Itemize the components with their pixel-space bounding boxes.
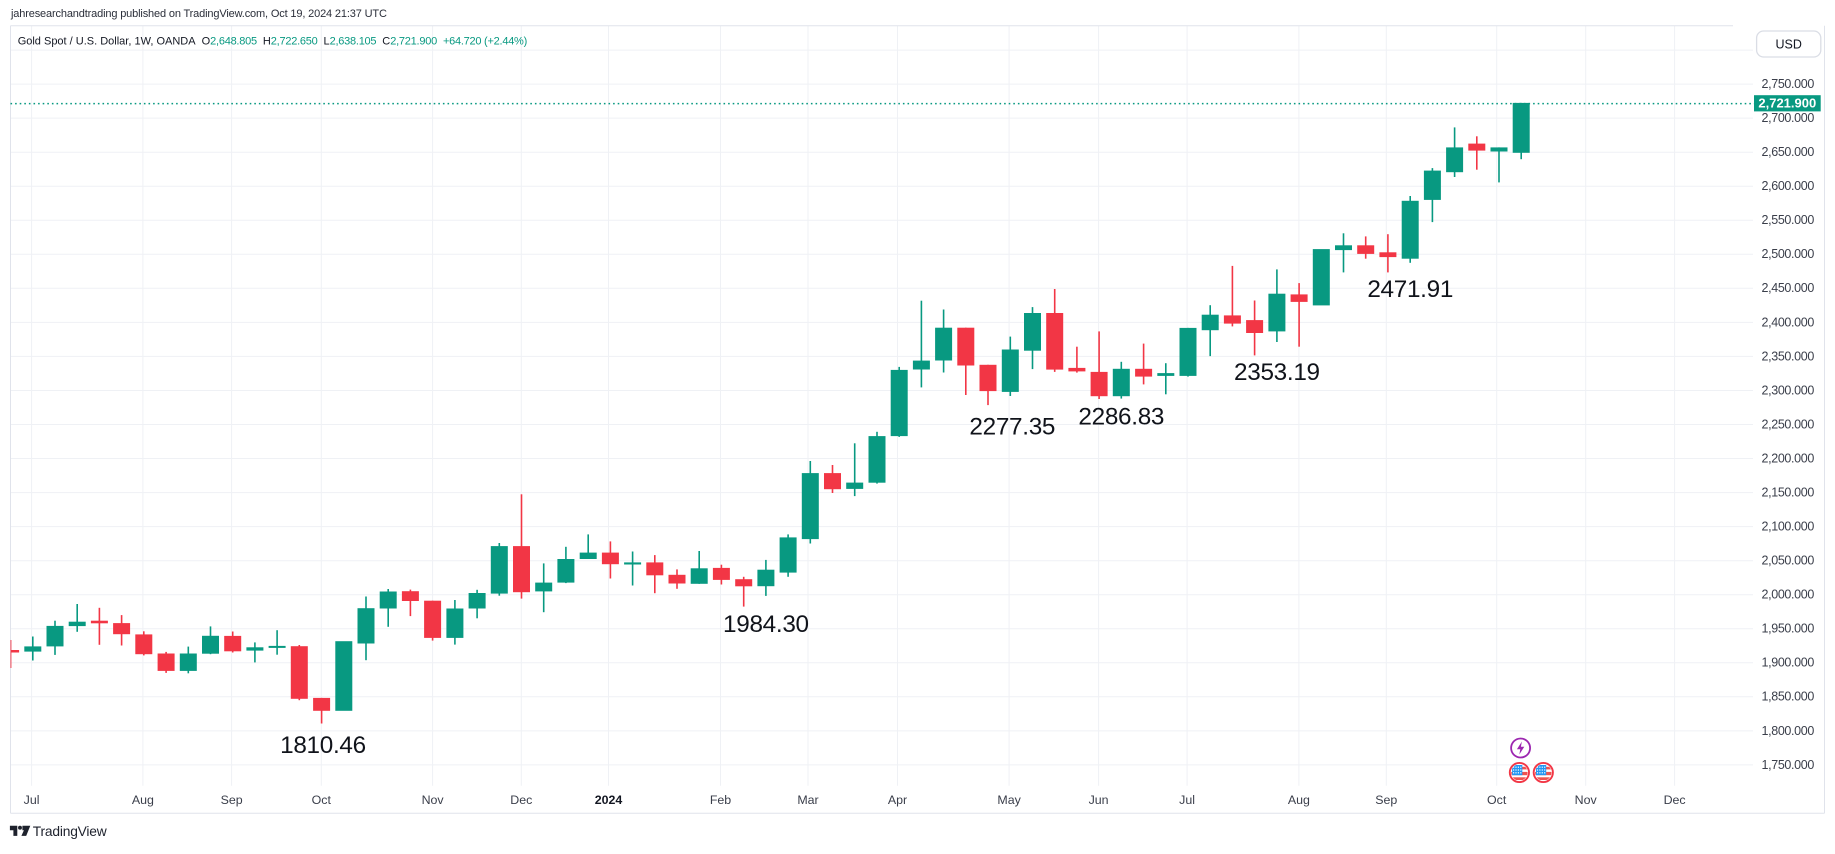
svg-text:2,200.000: 2,200.000 [1762,451,1815,465]
svg-text:2277.35: 2277.35 [969,414,1055,441]
svg-text:Sep: Sep [1375,793,1397,807]
svg-text:2353.19: 2353.19 [1234,359,1320,386]
svg-text:Dec: Dec [510,793,532,807]
svg-text:Aug: Aug [1288,793,1310,807]
svg-text:2,350.000: 2,350.000 [1762,349,1815,363]
svg-text:1,900.000: 1,900.000 [1762,656,1815,670]
svg-text:2,450.000: 2,450.000 [1762,281,1815,295]
svg-text:1,750.000: 1,750.000 [1762,758,1815,772]
svg-text:Jul: Jul [24,793,40,807]
svg-text:1810.46: 1810.46 [280,732,366,759]
svg-text:Gold Spot / U.S. Dollar, 1W, O: Gold Spot / U.S. Dollar, 1W, OANDA O2,648… [18,36,527,48]
svg-text:USD: USD [1775,38,1801,52]
svg-text:Nov: Nov [422,793,445,807]
svg-text:TradingView: TradingView [33,824,107,839]
svg-text:2,500.000: 2,500.000 [1762,247,1815,261]
svg-text:2024: 2024 [595,793,623,807]
svg-text:Dec: Dec [1664,793,1686,807]
svg-text:Aug: Aug [132,793,154,807]
svg-text:2,300.000: 2,300.000 [1762,383,1815,397]
svg-text:2,050.000: 2,050.000 [1762,554,1815,568]
svg-text:2,650.000: 2,650.000 [1762,145,1815,159]
svg-text:2,700.000: 2,700.000 [1762,111,1815,125]
svg-text:Jul: Jul [1179,793,1195,807]
svg-text:1984.30: 1984.30 [723,611,809,638]
svg-text:Mar: Mar [797,793,818,807]
svg-text:1,850.000: 1,850.000 [1762,690,1815,704]
svg-text:2,721.900: 2,721.900 [1758,96,1816,111]
svg-text:2,550.000: 2,550.000 [1762,213,1815,227]
svg-text:2471.91: 2471.91 [1367,276,1453,303]
svg-text:May: May [997,793,1021,807]
svg-text:2,750.000: 2,750.000 [1762,77,1815,91]
svg-text:2,000.000: 2,000.000 [1762,588,1815,602]
svg-text:Oct: Oct [1487,793,1507,807]
svg-text:Nov: Nov [1575,793,1598,807]
svg-text:2,250.000: 2,250.000 [1762,417,1815,431]
svg-text:Feb: Feb [710,793,731,807]
svg-text:Sep: Sep [221,793,243,807]
svg-text:Jun: Jun [1089,793,1109,807]
svg-text:2,600.000: 2,600.000 [1762,179,1815,193]
svg-text:2,100.000: 2,100.000 [1762,520,1815,534]
svg-text:2,400.000: 2,400.000 [1762,315,1815,329]
svg-text:2286.83: 2286.83 [1078,403,1164,430]
svg-text:Apr: Apr [888,793,907,807]
svg-text:jahresearchandtrading publishe: jahresearchandtrading published on Tradi… [10,8,387,20]
svg-text:Oct: Oct [312,793,332,807]
svg-text:1,950.000: 1,950.000 [1762,622,1815,636]
svg-text:2,150.000: 2,150.000 [1762,486,1815,500]
svg-text:1,800.000: 1,800.000 [1762,724,1815,738]
